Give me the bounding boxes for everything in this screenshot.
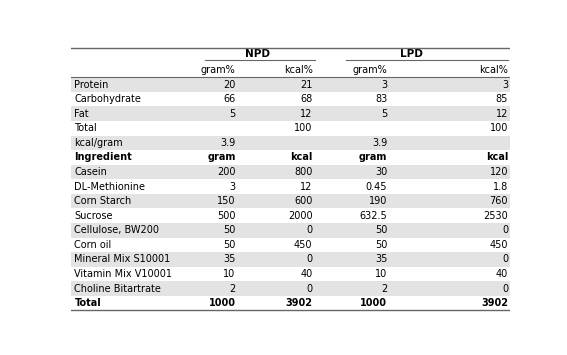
Text: 83: 83: [375, 94, 387, 104]
Text: 760: 760: [489, 196, 508, 206]
Text: 0: 0: [502, 255, 508, 264]
Text: Mineral Mix S10001: Mineral Mix S10001: [74, 255, 171, 264]
Text: 40: 40: [301, 269, 312, 279]
Text: 21: 21: [300, 80, 312, 89]
Text: Choline Bitartrate: Choline Bitartrate: [74, 284, 161, 294]
Text: 450: 450: [489, 240, 508, 250]
Text: kcal/gram: kcal/gram: [74, 138, 123, 148]
Text: 1000: 1000: [360, 298, 387, 308]
Text: 85: 85: [496, 94, 508, 104]
Bar: [71, 252, 510, 267]
Bar: [71, 136, 510, 150]
Text: 50: 50: [375, 225, 387, 235]
Text: 600: 600: [294, 196, 312, 206]
Text: 10: 10: [375, 269, 387, 279]
Text: 1.8: 1.8: [493, 181, 508, 192]
Bar: [71, 77, 510, 92]
Text: 100: 100: [490, 123, 508, 133]
Text: 12: 12: [300, 109, 312, 119]
Bar: [71, 165, 510, 179]
Text: 0: 0: [502, 225, 508, 235]
Text: 3.9: 3.9: [221, 138, 236, 148]
Text: 20: 20: [223, 80, 236, 89]
Text: kcal: kcal: [290, 152, 312, 162]
Text: 0.45: 0.45: [366, 181, 387, 192]
Text: 0: 0: [306, 284, 312, 294]
Text: 150: 150: [217, 196, 236, 206]
Text: NPD: NPD: [245, 49, 270, 59]
Text: gram%: gram%: [201, 65, 236, 75]
Text: Cellulose, BW200: Cellulose, BW200: [74, 225, 159, 235]
Text: 68: 68: [301, 94, 312, 104]
Text: 0: 0: [502, 284, 508, 294]
Text: 500: 500: [217, 211, 236, 221]
Text: 5: 5: [381, 109, 387, 119]
Text: 50: 50: [223, 240, 236, 250]
Text: 2: 2: [381, 284, 387, 294]
Text: 66: 66: [223, 94, 236, 104]
Text: 3902: 3902: [481, 298, 508, 308]
Text: 12: 12: [496, 109, 508, 119]
Text: 3.9: 3.9: [372, 138, 387, 148]
Text: 12: 12: [300, 181, 312, 192]
Bar: [71, 223, 510, 237]
Text: 3: 3: [502, 80, 508, 89]
Text: DL-Methionine: DL-Methionine: [74, 181, 145, 192]
Text: Corn oil: Corn oil: [74, 240, 112, 250]
Text: Sucrose: Sucrose: [74, 211, 113, 221]
Text: LPD: LPD: [400, 49, 423, 59]
Text: Vitamin Mix V10001: Vitamin Mix V10001: [74, 269, 172, 279]
Text: Fat: Fat: [74, 109, 89, 119]
Text: 5: 5: [230, 109, 236, 119]
Text: 10: 10: [223, 269, 236, 279]
Text: 2530: 2530: [483, 211, 508, 221]
Text: 40: 40: [496, 269, 508, 279]
Text: Total: Total: [74, 298, 101, 308]
Text: 0: 0: [306, 255, 312, 264]
Text: 3: 3: [381, 80, 387, 89]
Text: 3: 3: [230, 181, 236, 192]
Text: Total: Total: [74, 123, 97, 133]
Text: 35: 35: [223, 255, 236, 264]
Text: Corn Starch: Corn Starch: [74, 196, 132, 206]
Bar: [71, 194, 510, 208]
Text: Casein: Casein: [74, 167, 107, 177]
Text: kcal%: kcal%: [284, 65, 312, 75]
Text: 800: 800: [294, 167, 312, 177]
Text: 190: 190: [369, 196, 387, 206]
Text: 2000: 2000: [288, 211, 312, 221]
Text: 450: 450: [294, 240, 312, 250]
Text: 3902: 3902: [286, 298, 312, 308]
Text: 120: 120: [489, 167, 508, 177]
Text: 0: 0: [306, 225, 312, 235]
Text: gram%: gram%: [353, 65, 387, 75]
Bar: [71, 106, 510, 121]
Text: 50: 50: [375, 240, 387, 250]
Text: 100: 100: [294, 123, 312, 133]
Text: kcal: kcal: [486, 152, 508, 162]
Text: Carbohydrate: Carbohydrate: [74, 94, 141, 104]
Bar: [71, 281, 510, 296]
Text: 2: 2: [230, 284, 236, 294]
Text: kcal%: kcal%: [479, 65, 508, 75]
Text: 1000: 1000: [209, 298, 236, 308]
Text: gram: gram: [359, 152, 387, 162]
Text: 50: 50: [223, 225, 236, 235]
Text: 30: 30: [375, 167, 387, 177]
Text: 200: 200: [217, 167, 236, 177]
Text: 35: 35: [375, 255, 387, 264]
Text: gram: gram: [208, 152, 236, 162]
Text: Protein: Protein: [74, 80, 109, 89]
Text: 632.5: 632.5: [359, 211, 387, 221]
Text: Ingredient: Ingredient: [74, 152, 132, 162]
